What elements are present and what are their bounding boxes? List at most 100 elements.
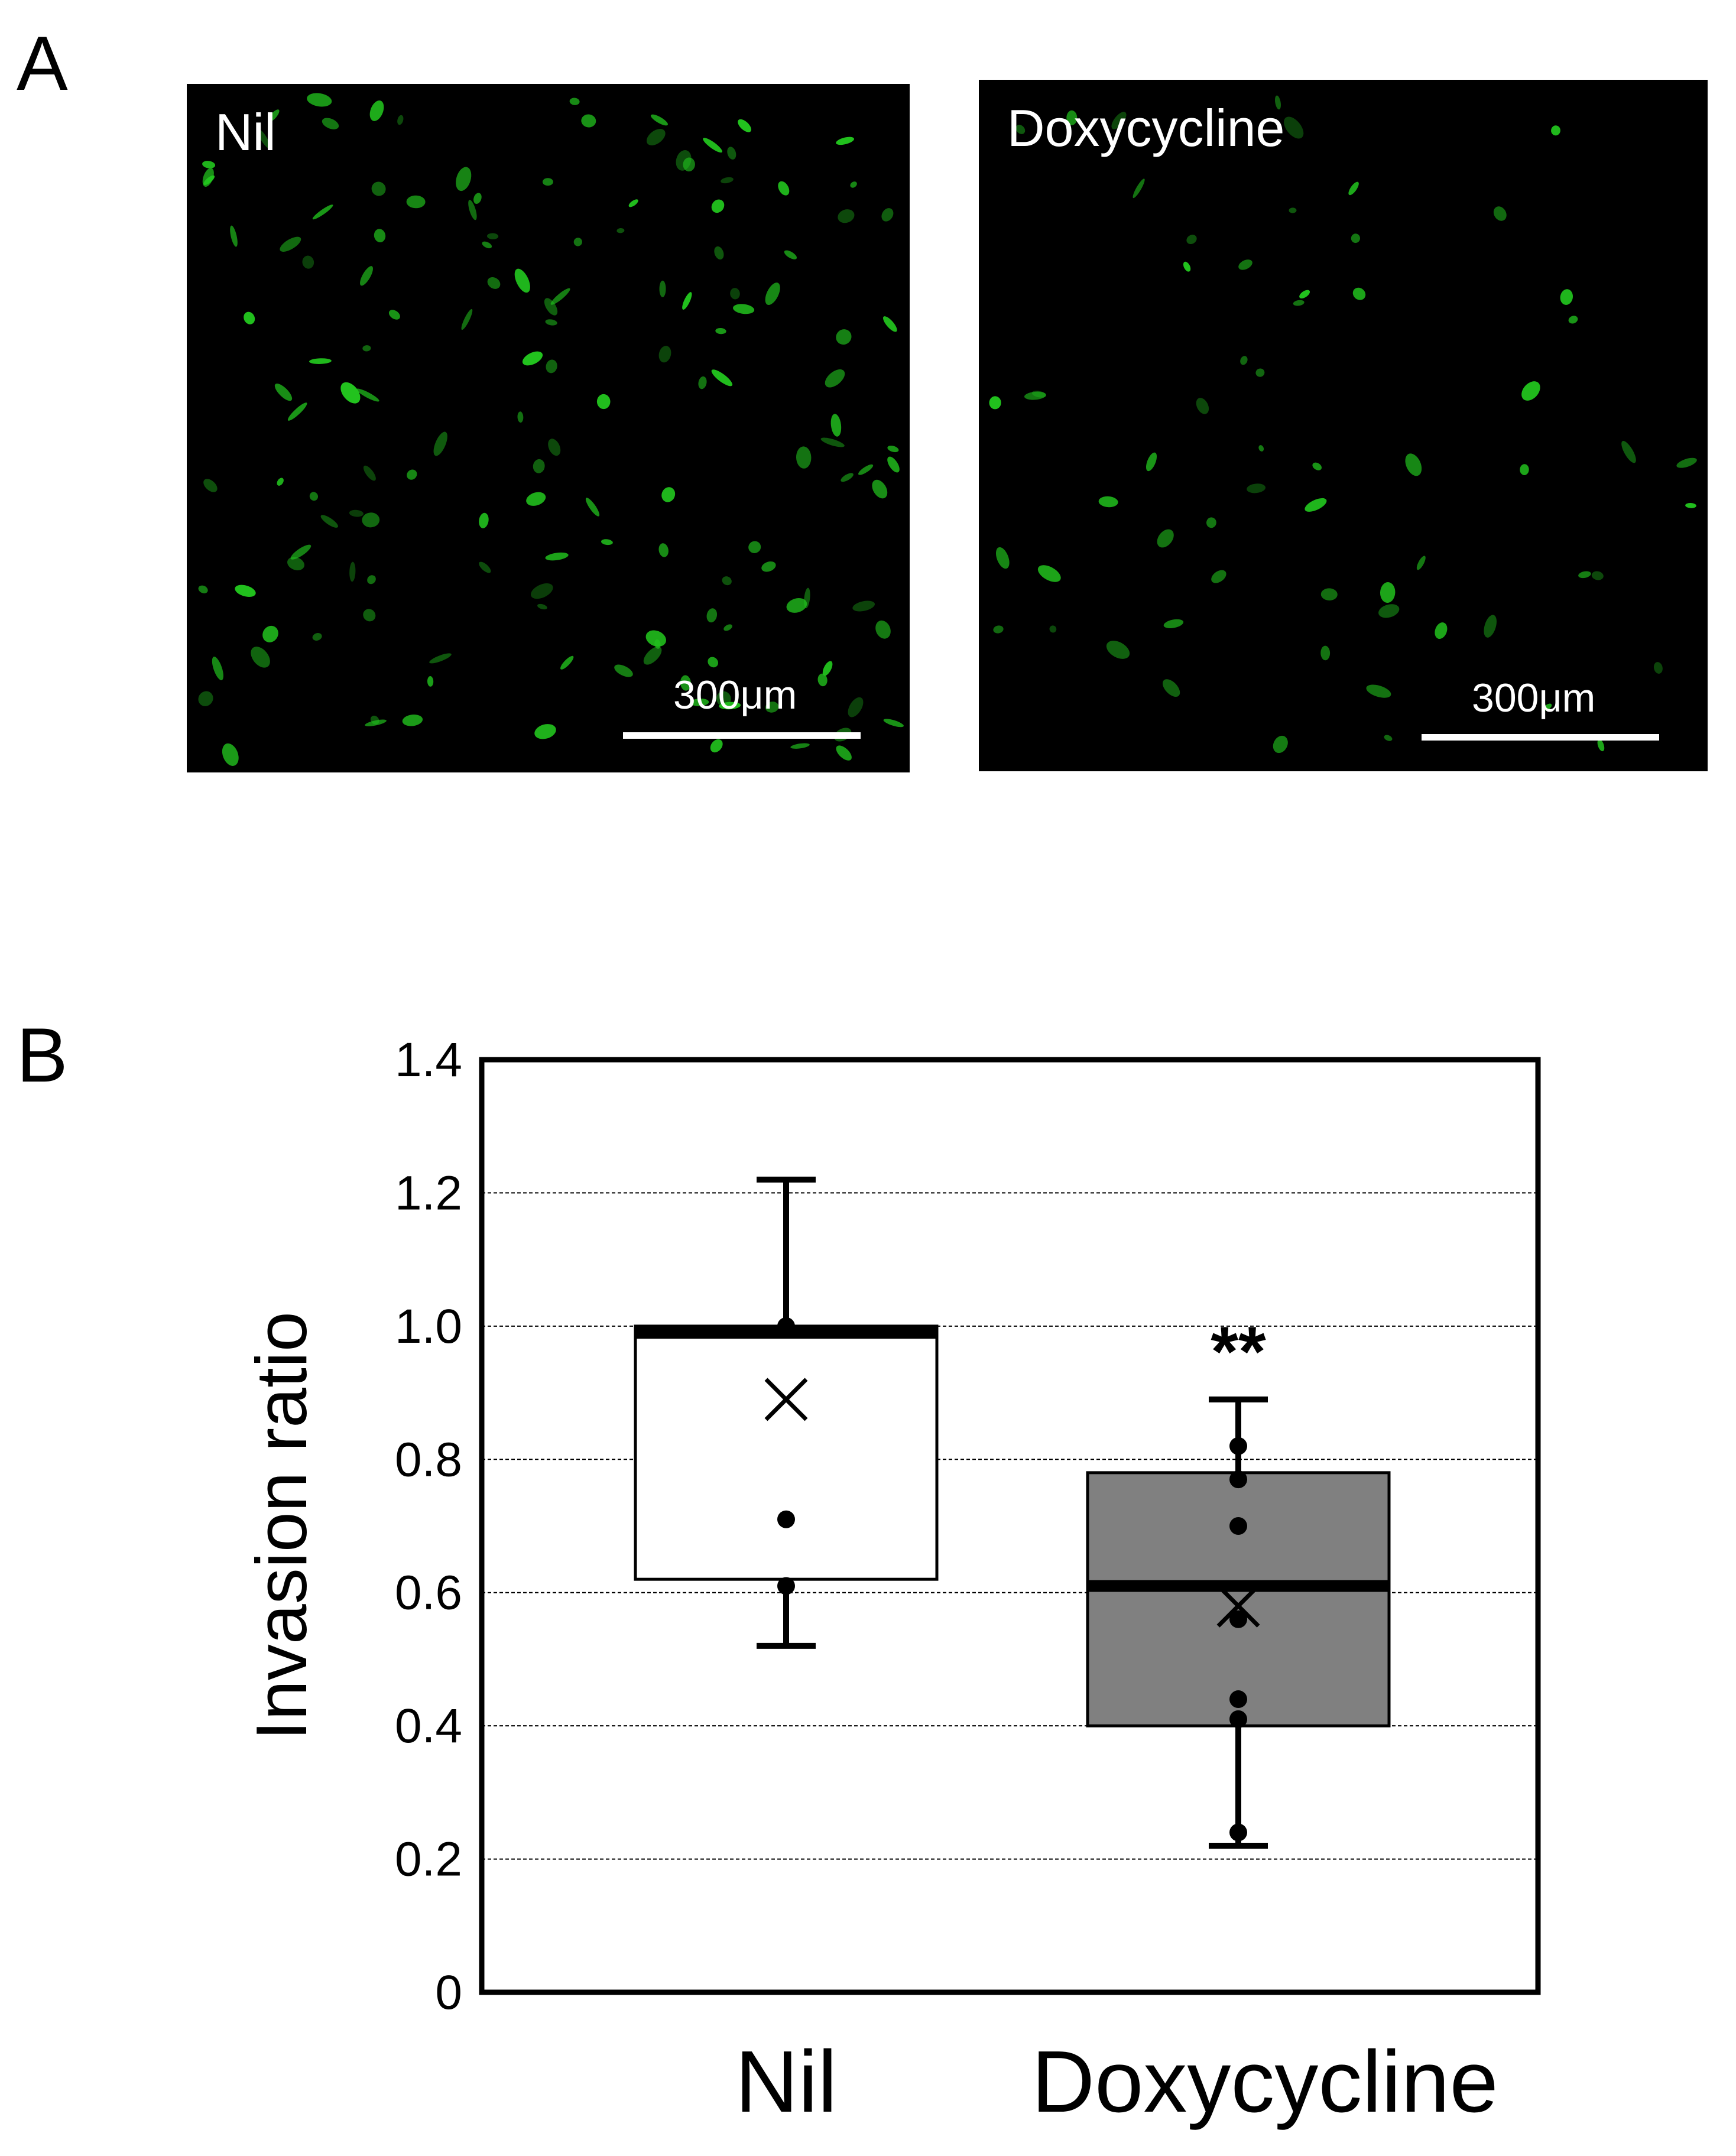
fluorescent-cell [733,304,755,314]
fluorescent-cell [482,241,492,249]
plot-frame [479,1057,1541,1995]
fluorescent-cell [1405,453,1422,476]
invasion-ratio-boxplot: ** 0 0.2 0.4 0.6 0.8 1.0 1.2 1.4 Nil Doxycycline… [241,1033,1541,2131]
doxycycline-scale-label: 300μm [1472,676,1596,720]
box-series: ** [634,1176,1391,1849]
fluorescent-cell [1435,622,1448,639]
fluorescent-cell [1275,95,1281,110]
fluorescent-cell [850,181,857,188]
nil-scale-label: 300μm [673,673,797,717]
fluorescent-cell [1037,565,1061,582]
fluorescent-cell [680,675,692,691]
fluorescent-cell [312,204,333,220]
mean-marker [764,1378,808,1421]
fluorescent-cell [848,697,864,717]
fluorescent-cell [883,719,904,728]
fluorescent-cell [280,236,301,252]
doxycycline-micrograph-label: Doxycycline [1007,99,1285,157]
mean-marker [1216,1584,1260,1628]
fluorescent-cell [522,351,543,366]
fluorescent-cell [312,633,322,641]
data-point [1229,1610,1247,1628]
fluorescent-cell [796,446,812,469]
box-nil [634,1176,939,1649]
y-tick-labels: 0 0.2 0.4 0.6 0.8 1.0 1.2 1.4 [395,1033,462,2019]
fluorescent-cell [1024,391,1046,400]
fluorescent-cell [349,509,364,517]
fluorescent-cell [659,280,666,297]
fluorescent-cell [407,469,417,480]
fluorescent-cell [748,541,761,553]
fluorescent-cell [1186,235,1197,245]
fluorescent-cell [388,310,400,320]
fluorescent-cell [251,647,270,668]
box-doxycycline: ** [1086,1312,1391,1849]
fluorescent-cell [995,547,1010,569]
iqr-box [1086,1471,1391,1728]
data-point [1229,1470,1247,1489]
fluorescent-cell [616,228,625,233]
fluorescent-cell [1163,619,1184,628]
fluorescent-cell [203,479,218,492]
fluorescent-cell [721,177,734,184]
fluorescent-cell [596,394,611,410]
fluorescent-cell [836,137,854,145]
fluorescent-cell [711,199,725,213]
fluorescent-cell [560,655,574,670]
fluorescent-cell [883,316,897,332]
fluorescent-cell [309,358,332,364]
fluorescent-cell [830,414,842,437]
fluorescent-cell [550,288,570,305]
fluorescent-cell [820,437,845,447]
fluorescent-cell [1183,261,1191,272]
fluorescent-cell [548,439,561,456]
fluorescent-cell [1676,457,1697,468]
fluorescent-cell [198,691,213,706]
fluorescent-cell [530,583,553,599]
fluorescent-cell [1551,125,1560,136]
fluorescent-cell [573,238,582,246]
fluorescent-cell [650,114,669,126]
fluorescent-cell [1146,452,1157,472]
fluorescent-cell [698,376,707,389]
fluorescent-cell [569,98,580,105]
fluorescent-cell [881,208,894,222]
significance-marker: ** [1211,1312,1266,1391]
fluorescent-cell [841,473,854,482]
fluorescent-cell [287,402,307,421]
fluorescent-cell [277,478,284,486]
data-point [777,1577,795,1595]
fluorescent-cell [1591,571,1604,580]
fluorescent-cell [1366,684,1391,698]
fluorescent-cell [1133,178,1145,199]
fluorescent-cell [1378,604,1400,618]
fluorescent-cell [1380,582,1396,603]
fluorescent-cell [202,161,216,168]
fluorescent-cell [534,724,556,739]
fluorescent-cell [887,446,899,453]
fluorescent-cell [1560,289,1573,305]
fluorescent-cell [1685,502,1696,508]
data-point [777,1317,795,1335]
fluorescent-cell [585,498,600,517]
fluorescent-cell [262,625,278,642]
fluorescent-cell [198,585,208,593]
doxycycline-scale-bar [1422,734,1659,741]
fluorescent-cell [212,657,223,680]
fluorescent-cell [1273,735,1288,754]
fluorescent-cell [203,175,215,186]
y-tick-label: 0 [435,1966,462,2019]
fluorescent-cell [537,603,547,610]
data-point [1229,1437,1247,1455]
fluorescent-cell [1157,529,1174,548]
fluorescent-cell [628,199,638,207]
fluorescent-cell [362,345,371,352]
fluorescent-cell [406,195,426,209]
fluorescent-cell [517,411,524,423]
fluorescent-cell [581,114,596,128]
nil-scale-bar [623,732,861,739]
fluorescent-cell [473,193,482,204]
fluorescent-cell [727,147,736,160]
y-tick-label: 0.8 [395,1433,462,1486]
fluorescent-cell [765,283,780,306]
